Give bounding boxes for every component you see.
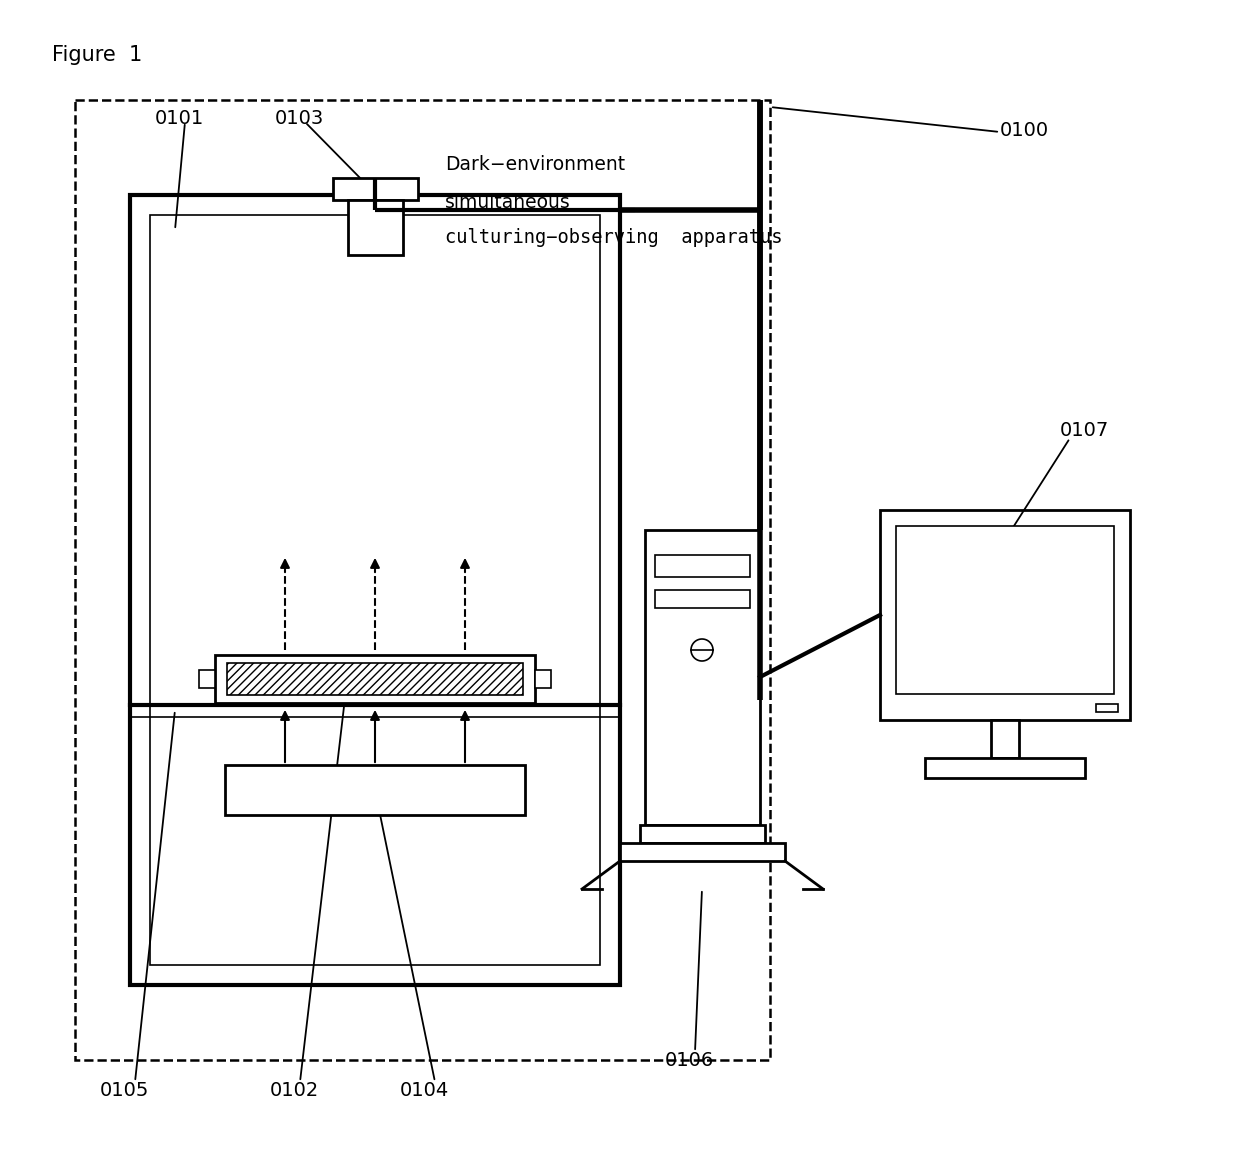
Text: culturing−observing  apparatus: culturing−observing apparatus [445,228,782,247]
Text: Dark−environment: Dark−environment [445,155,625,174]
Bar [130,195,620,985]
Text: 0107: 0107 [1060,421,1110,440]
Text: 0104: 0104 [401,1081,449,1100]
Bar [880,510,1130,720]
Text: 0101: 0101 [155,108,205,127]
Bar [645,530,760,826]
Bar [334,178,418,200]
Bar [897,526,1114,694]
Bar [655,590,750,608]
Bar [348,200,403,255]
Text: 0106: 0106 [665,1050,714,1069]
Bar [534,670,551,688]
Bar [150,215,600,965]
Text: 0103: 0103 [275,108,324,127]
Bar [640,826,765,843]
Bar [227,663,523,695]
Bar [74,100,770,1060]
Bar [215,655,534,703]
Bar [198,670,215,688]
Bar [224,766,525,815]
Text: Figure  1: Figure 1 [52,45,143,65]
Text: 0105: 0105 [100,1081,149,1100]
Text: 0100: 0100 [999,120,1049,140]
Bar [620,843,785,861]
Text: 0102: 0102 [270,1081,319,1100]
Bar [655,555,750,577]
Text: simultaneous: simultaneous [445,193,570,212]
Bar [991,720,1019,759]
Bar [925,759,1085,779]
Bar [1096,704,1118,711]
